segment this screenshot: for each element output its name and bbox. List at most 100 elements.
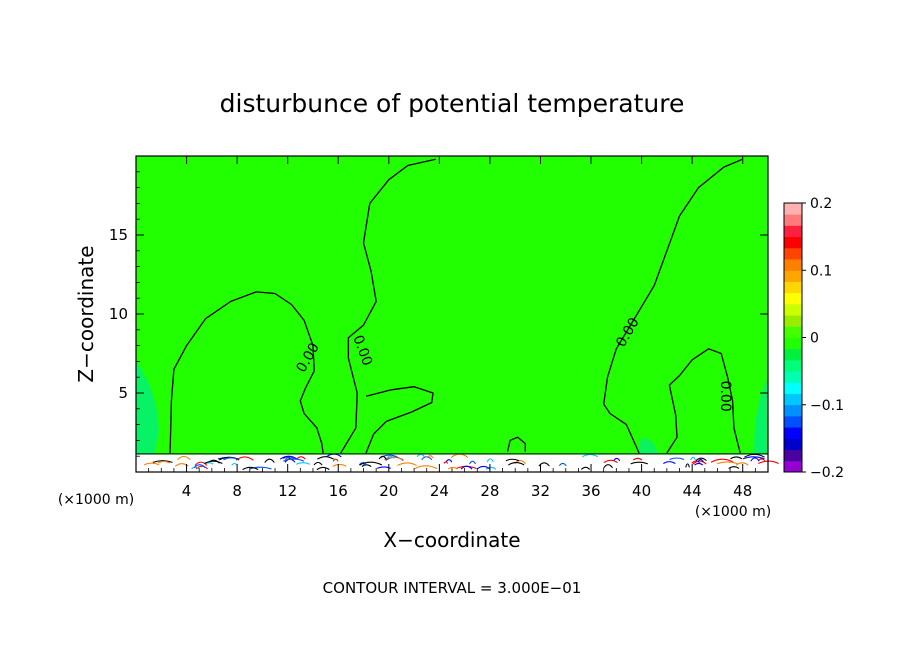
x-tick-label: 16: [329, 482, 348, 500]
surface-noise-mark: [249, 466, 272, 470]
contour-interval-note: CONTOUR INTERVAL = 3.000E−01: [323, 579, 582, 597]
surface-noise-mark: [694, 462, 704, 466]
surface-noise-mark: [157, 460, 171, 464]
colorbar-swatch: [784, 438, 802, 450]
y-tick-label: 15: [109, 226, 128, 244]
colorbar-swatch: [784, 247, 802, 260]
contour-line-3: [603, 158, 743, 454]
surface-noise-mark: [193, 464, 206, 469]
x-axis-label: X−coordinate: [383, 528, 520, 552]
surface-noise-mark: [316, 466, 330, 471]
colorbar-swatch: [784, 281, 802, 294]
colorbar-swatch: [784, 214, 802, 226]
colorbar-swatch: [784, 315, 802, 327]
surface-noise-mark: [742, 456, 765, 460]
surface-noise-mark: [669, 457, 685, 461]
x-tick-label: 24: [430, 482, 449, 500]
x-tick-label: 40: [632, 482, 651, 500]
x-unit-right: (×1000 m): [695, 504, 771, 520]
chart-title: disturbunce of potential temperature: [220, 89, 685, 118]
surface-noise-mark: [744, 453, 765, 458]
surface-noise-mark: [613, 457, 621, 462]
surface-noise-mark: [476, 465, 491, 470]
contour-line-4: [666, 348, 741, 454]
surface-noise-mark: [630, 461, 648, 465]
surface-noise-mark: [690, 456, 696, 461]
surface-noise-mark: [443, 461, 449, 464]
y-tick-label: 10: [109, 305, 128, 323]
plot-area: 0.00 0.000.000.00: [135, 155, 779, 473]
x-tick-label: 44: [683, 482, 702, 500]
surface-noise-mark: [264, 458, 275, 463]
surface-noise-mark: [177, 455, 191, 461]
y-axis-label: Z−coordinate: [74, 245, 98, 382]
surface-noise-mark: [296, 456, 306, 460]
surface-noise-mark: [558, 462, 567, 467]
colorbar-swatch: [784, 449, 802, 462]
surface-noise-mark: [460, 465, 473, 470]
surface-noise-mark: [735, 462, 749, 466]
surface-noise-mark: [695, 457, 707, 462]
x-tick-label: 8: [232, 482, 242, 500]
colorbar-swatch: [784, 259, 802, 271]
surface-noise-mark: [317, 456, 334, 460]
surface-noise-mark: [378, 455, 387, 460]
x-tick-label: 48: [733, 482, 752, 500]
surface-noise-mark: [580, 466, 591, 470]
colorbar-swatch: [784, 303, 802, 316]
surface-noise-mark: [397, 462, 417, 466]
x-axis-ticks: 4 8 12 16 20 24 28 32 36 40 44 48: [148, 156, 756, 500]
surface-noise-mark: [538, 462, 550, 467]
surface-noise-mark: [332, 463, 347, 467]
surface-noise-mark: [469, 460, 476, 465]
surface-noise-mark: [194, 461, 208, 466]
surface-layer: [136, 453, 779, 472]
x-tick-label: 36: [581, 482, 600, 500]
surface-noise-mark: [582, 454, 599, 458]
surface-noise-mark: [223, 457, 239, 461]
surface-noise-mark: [174, 463, 189, 467]
contour-line-2: [365, 386, 434, 454]
surface-noise-mark: [313, 461, 323, 466]
surface-noise-mark: [279, 455, 298, 460]
contour-line-0: [169, 291, 324, 454]
y-tick-label: 5: [118, 384, 128, 402]
colorbar-swatch: [784, 326, 802, 338]
colorbar-swatch: [784, 371, 802, 383]
colorbar-swatch: [784, 337, 802, 350]
surface-noise-mark: [204, 462, 214, 465]
colorbar-swatch: [784, 236, 802, 249]
colorbar-swatch: [784, 348, 802, 361]
anomaly-mid: [636, 437, 659, 457]
contour-line-1: [340, 158, 436, 454]
surface-noise-mark: [414, 465, 438, 470]
colorbar-tick-label: −0.1: [810, 398, 844, 414]
surface-noise-mark: [421, 456, 433, 461]
colorbar-swatch: [784, 415, 802, 428]
colorbar-swatch: [784, 382, 802, 394]
colorbar-swatch: [784, 427, 802, 439]
surface-noise-mark: [716, 461, 738, 465]
colorbar-tick-label: 0.2: [810, 196, 832, 212]
surface-noise-mark: [359, 461, 383, 466]
contour-label: 0.00: [717, 381, 733, 412]
colorbar-tick-label: 0: [810, 331, 819, 347]
colorbar-swatch: [784, 460, 802, 473]
colorbar: 0.2 0.1 0 −0.1 −0.2: [783, 196, 844, 481]
x-tick-label: 32: [531, 482, 550, 500]
x-unit-left: (×1000 m): [58, 492, 134, 508]
colorbar-tick-label: 0.1: [810, 263, 832, 279]
surface-noise-mark: [386, 455, 395, 459]
surface-noise-mark: [376, 466, 391, 469]
surface-noise-mark: [296, 462, 310, 465]
y-axis-ticks: 5 10 15: [109, 171, 768, 457]
colorbar-tick-label: −0.2: [810, 465, 844, 481]
surface-noise-mark: [632, 457, 643, 461]
surface-noise-mark: [697, 459, 704, 463]
surface-noise-mark: [691, 460, 701, 464]
colorbar-swatch: [784, 203, 802, 215]
colorbar-swatch: [784, 270, 802, 282]
surface-noise-mark: [332, 458, 339, 462]
surface-noise-mark: [603, 464, 614, 469]
